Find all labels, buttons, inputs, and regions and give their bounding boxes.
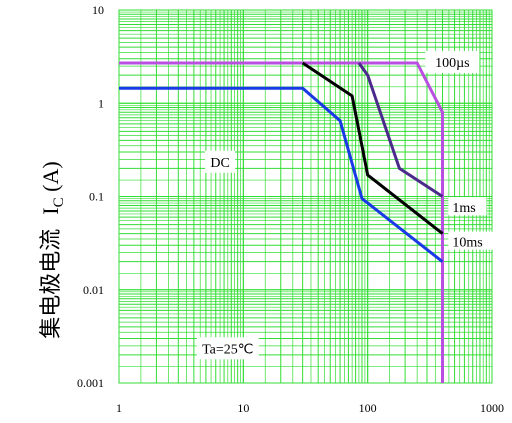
annotation-bg-100us — [425, 51, 480, 74]
series-group — [119, 61, 444, 383]
y-axis-label: 集电极电流 IC (A) — [38, 161, 67, 338]
annotation-100us: 100µs — [435, 56, 470, 71]
y-axis-label-cn: 集电极电流 — [38, 229, 63, 339]
y-tick-label: 1 — [98, 96, 104, 110]
grid-lines — [118, 9, 493, 384]
annotations: 100µs DC 1ms 10ms Ta=25℃ — [196, 51, 495, 360]
annotation-bg-1ms — [448, 197, 487, 216]
y-tick-label: 0.01 — [83, 283, 104, 297]
annotation-bg-ta — [196, 337, 259, 360]
plot-frame — [118, 9, 493, 384]
y-tick-label: 10 — [92, 3, 104, 17]
y-tick-label: 0.001 — [77, 376, 104, 390]
x-tick-label: 10 — [237, 401, 249, 415]
y-axis-label-unit: (A) — [38, 161, 63, 197]
x-tick-label: 1 — [116, 401, 122, 415]
y-tick-label: 0.1 — [89, 190, 104, 204]
annotation-1ms: 1ms — [452, 201, 475, 216]
y-tick-labels: 10 1 0.1 0.01 0.001 — [77, 3, 104, 390]
annotation-bg-dc — [205, 150, 236, 173]
x-tick-labels: 1 10 100 1000 — [116, 401, 504, 415]
series-line-DC — [119, 86, 444, 263]
annotation-ta: Ta=25℃ — [202, 342, 253, 357]
annotation-dc: DC — [210, 156, 229, 171]
series-line-10ms — [301, 61, 444, 235]
annotation-bg-10ms — [448, 231, 495, 250]
x-tick-label: 100 — [359, 401, 377, 415]
series-line-100us — [119, 61, 444, 383]
y-axis-label-sub: C — [51, 197, 67, 207]
annotation-10ms: 10ms — [452, 236, 482, 251]
y-axis-label-symbol: I — [38, 207, 63, 214]
x-tick-label: 1000 — [480, 401, 504, 415]
series-line-1ms — [357, 62, 444, 198]
